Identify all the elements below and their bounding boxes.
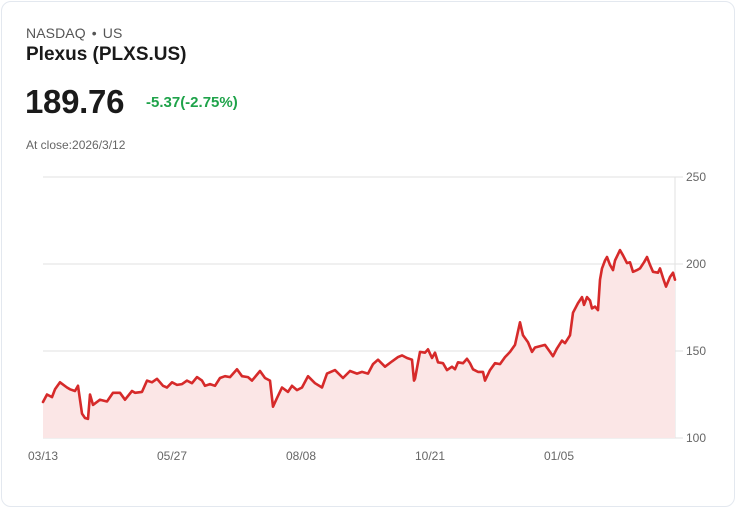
current-price: 189.76 <box>25 83 125 120</box>
y-tick-label: 250 <box>686 170 706 184</box>
y-tick-label: 100 <box>686 431 706 445</box>
x-tick-label: 03/13 <box>28 449 58 463</box>
x-tick-label: 08/08 <box>286 449 316 463</box>
close-timestamp: At close:2026/3/12 <box>26 138 126 152</box>
exchange-name: NASDAQ <box>26 25 86 41</box>
x-tick-label: 05/27 <box>157 449 187 463</box>
price-change: -5.37(-2.75%) <box>146 94 238 111</box>
y-tick-label: 150 <box>686 344 706 358</box>
exchange-line: NASDAQ • US <box>26 25 122 41</box>
region-label: US <box>102 25 123 41</box>
price-line[interactable] <box>41 248 677 421</box>
separator-dot: • <box>91 25 97 41</box>
x-tick-label: 01/05 <box>544 449 574 463</box>
x-axis-labels: 03/13 05/27 08/08 10/21 01/05 <box>28 449 574 463</box>
stock-title: Plexus (PLXS.US) <box>26 44 187 65</box>
price-area-fill <box>43 250 675 438</box>
x-tick-label: 10/21 <box>415 449 445 463</box>
y-axis-labels: 100 150 200 250 <box>686 170 706 445</box>
y-tick-label: 200 <box>686 257 706 271</box>
